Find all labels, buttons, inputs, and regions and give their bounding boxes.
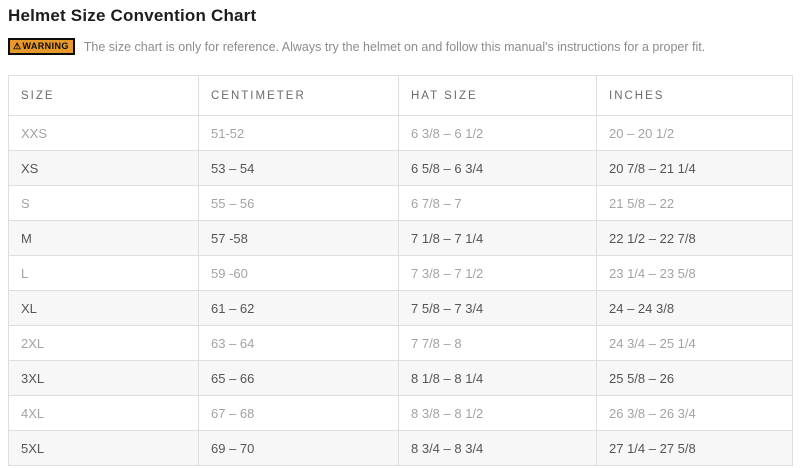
table-cell: 7 3/8 – 7 1/2: [398, 255, 597, 291]
page-title: Helmet Size Convention Chart: [8, 6, 257, 25]
table-cell: 4XL: [8, 395, 199, 431]
size-chart-table: SIZE CENTIMETER HAT SIZE INCHES XXS 51-52…: [8, 75, 793, 466]
table-cell: 53 – 54: [198, 150, 399, 186]
table-cell: 20 7/8 – 21 1/4: [596, 150, 793, 186]
table-cell: 6 7/8 – 7: [398, 185, 597, 221]
table-cell: 6 5/8 – 6 3/4: [398, 150, 597, 186]
col-header-hat-size: HAT SIZE: [398, 75, 597, 116]
table-cell: 24 – 24 3/8: [596, 290, 793, 326]
table-header-row: SIZE CENTIMETER HAT SIZE INCHES: [8, 75, 793, 116]
table-cell: 22 1/2 – 22 7/8: [596, 220, 793, 256]
table-cell: XS: [8, 150, 199, 186]
table-cell: 59 -60: [198, 255, 399, 291]
table-cell: 61 – 62: [198, 290, 399, 326]
table-cell: 8 1/8 – 8 1/4: [398, 360, 597, 396]
table-row: 3XL 65 – 66 8 1/8 – 8 1/4 25 5/8 – 26: [8, 360, 793, 396]
col-header-centimeter: CENTIMETER: [198, 75, 399, 116]
table-cell: 57 -58: [198, 220, 399, 256]
table-cell: 55 – 56: [198, 185, 399, 221]
table-cell: 5XL: [8, 430, 199, 466]
table-row: S 55 – 56 6 7/8 – 7 21 5/8 – 22: [8, 185, 793, 221]
table-row: L 59 -60 7 3/8 – 7 1/2 23 1/4 – 23 5/8: [8, 255, 793, 291]
warning-badge: ⚠ WARNING: [8, 38, 75, 55]
table-cell: 26 3/8 – 26 3/4: [596, 395, 793, 431]
table-cell: 65 – 66: [198, 360, 399, 396]
table-row: 5XL 69 – 70 8 3/4 – 8 3/4 27 1/4 – 27 5/8: [8, 430, 793, 466]
table-cell: 69 – 70: [198, 430, 399, 466]
table-row: XXS 51-52 6 3/8 – 6 1/2 20 – 20 1/2: [8, 115, 793, 151]
table-cell: 21 5/8 – 22: [596, 185, 793, 221]
warning-triangle-icon: ⚠: [13, 41, 22, 51]
table-cell: 25 5/8 – 26: [596, 360, 793, 396]
table-cell: M: [8, 220, 199, 256]
table-cell: 8 3/4 – 8 3/4: [398, 430, 597, 466]
table-cell: 6 3/8 – 6 1/2: [398, 115, 597, 151]
table-cell: 7 7/8 – 8: [398, 325, 597, 361]
table-cell: 7 5/8 – 7 3/4: [398, 290, 597, 326]
table-cell: 63 – 64: [198, 325, 399, 361]
warning-text: The size chart is only for reference. Al…: [83, 39, 706, 54]
table-cell: L: [8, 255, 199, 291]
table-row: M 57 -58 7 1/8 – 7 1/4 22 1/2 – 22 7/8: [8, 220, 793, 256]
table-cell: 24 3/4 – 25 1/4: [596, 325, 793, 361]
table-cell: 23 1/4 – 23 5/8: [596, 255, 793, 291]
table-row: 4XL 67 – 68 8 3/8 – 8 1/2 26 3/8 – 26 3/4: [8, 395, 793, 431]
table-body: XXS 51-52 6 3/8 – 6 1/2 20 – 20 1/2 XS 53 – 5…: [8, 115, 793, 466]
table-row: 2XL 63 – 64 7 7/8 – 8 24 3/4 – 25 1/4: [8, 325, 793, 361]
table-cell: 2XL: [8, 325, 199, 361]
table-cell: 27 1/4 – 27 5/8: [596, 430, 793, 466]
table-row: XL 61 – 62 7 5/8 – 7 3/4 24 – 24 3/8: [8, 290, 793, 326]
table-cell: 7 1/8 – 7 1/4: [398, 220, 597, 256]
table-cell: S: [8, 185, 199, 221]
table-cell: 3XL: [8, 360, 199, 396]
col-header-inches: INCHES: [596, 75, 793, 116]
table-cell: XL: [8, 290, 199, 326]
table-cell: 20 – 20 1/2: [596, 115, 793, 151]
table-row: XS 53 – 54 6 5/8 – 6 3/4 20 7/8 – 21 1/4: [8, 150, 793, 186]
table-cell: 67 – 68: [198, 395, 399, 431]
table-cell: XXS: [8, 115, 199, 151]
warning-badge-label: WARNING: [22, 41, 69, 51]
table-cell: 51-52: [198, 115, 399, 151]
warning-row: ⚠ WARNING The size chart is only for refe…: [8, 38, 792, 55]
col-header-size: SIZE: [8, 75, 199, 116]
table-cell: 8 3/8 – 8 1/2: [398, 395, 597, 431]
